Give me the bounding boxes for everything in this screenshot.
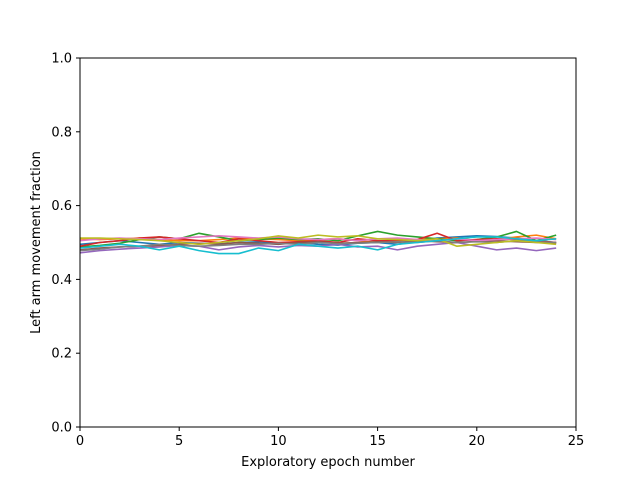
y-tick-label: 0.0 [51,421,72,436]
y-axis-ticks: 0.0 0.2 0.4 0.6 0.8 1.0 [51,52,80,436]
y-tick-label: 0.8 [51,125,72,140]
y-tick-label: 0.6 [51,199,72,214]
x-axis-ticks: 0 5 10 15 20 25 [76,427,584,449]
series-line-4 [79,232,557,247]
x-tick-label: 0 [76,434,84,449]
series-line-8 [79,239,557,252]
y-tick-label: 1.0 [51,52,72,67]
x-tick-label: 10 [270,434,287,449]
x-tick-label: 25 [568,434,585,449]
x-tick-label: 15 [369,434,386,449]
series-lines [79,230,557,255]
y-axis-label: Left arm movement fraction [29,151,44,334]
series-line-9 [80,234,557,247]
x-axis-label: Exploratory epoch number [241,455,415,470]
x-tick-label: 20 [469,434,486,449]
y-tick-label: 0.2 [51,347,72,362]
series-line-10 [79,236,557,255]
x-tick-label: 5 [175,434,183,449]
series-line-7 [79,235,557,242]
plot-frame [79,57,577,428]
y-tick-label: 0.4 [51,273,72,288]
